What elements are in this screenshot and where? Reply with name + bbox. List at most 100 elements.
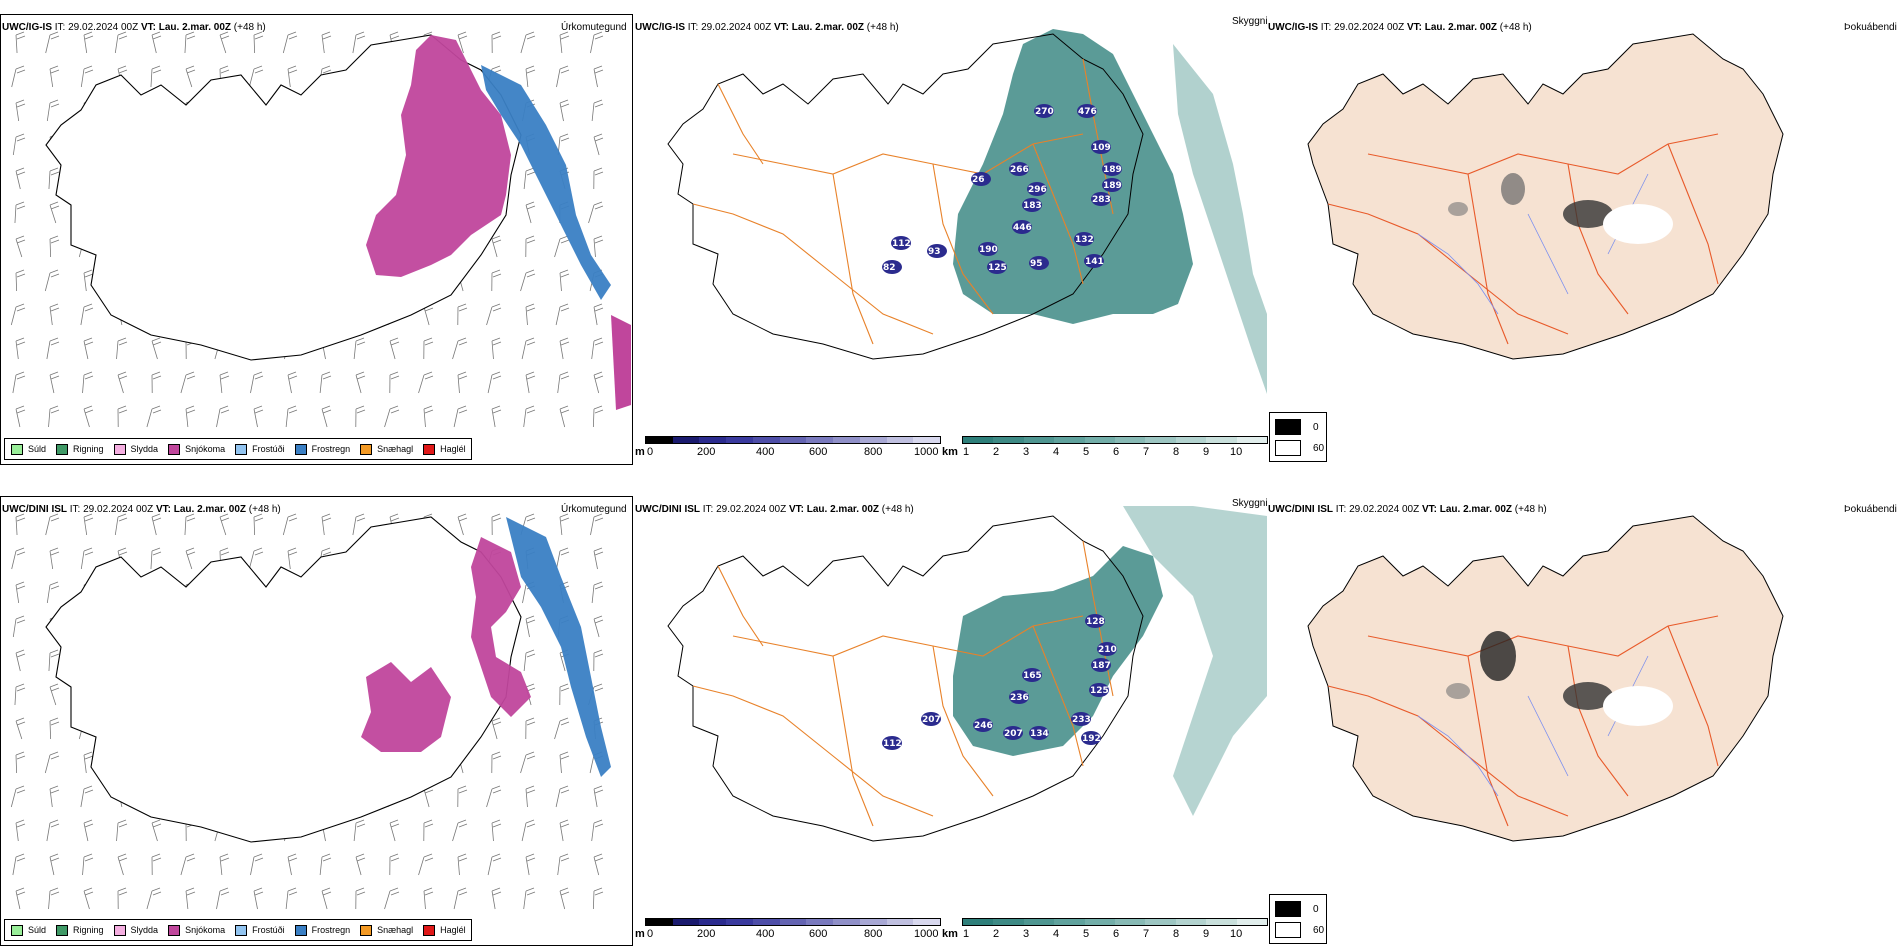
vis-tick: 3 [1023, 928, 1030, 940]
wind-barb [185, 887, 196, 910]
snow-depth-marker [978, 242, 998, 256]
vis-tick: 5 [1083, 446, 1090, 458]
wind-barb [185, 547, 196, 570]
wind-barb [520, 31, 536, 54]
snow-depth-marker [1027, 182, 1047, 196]
snow-tick: 200 [697, 928, 716, 940]
vis-colorbar-segment [1115, 437, 1146, 443]
wind-barb [248, 65, 264, 88]
snow-depth-marker [1084, 254, 1104, 268]
wind-barb [457, 31, 468, 54]
snow-depth-marker [1029, 256, 1049, 270]
wind-barb [593, 649, 604, 672]
legend-item: Slydda [113, 924, 158, 936]
legend-item: Haglél [423, 443, 466, 455]
wind-barb [591, 581, 604, 604]
snow-colorbar-segment [859, 437, 887, 443]
wind-barb [556, 65, 570, 88]
snow-tick: 600 [809, 446, 828, 458]
vt-label: VT: [140, 22, 156, 33]
snow-depth-labels: 270 476 109 266 189 296 189 183 283 446 132 190 125 9… [882, 104, 1122, 274]
wind-barb [216, 405, 230, 428]
legend-swatch [11, 924, 23, 936]
snow-depth-marker [1097, 642, 1117, 656]
snow-colorbar: m 0 200 400 600 800 1000 [633, 436, 943, 461]
wind-barb [287, 371, 298, 394]
snow-depth-marker [1071, 712, 1091, 726]
snow-colorbar-segment [699, 919, 727, 925]
wind-barb [11, 65, 26, 88]
snow-depth-marker [971, 172, 991, 186]
snow-depth-label: 266 [1010, 165, 1029, 175]
wind-barb [114, 31, 128, 54]
lead-time: (+48 h) [866, 22, 899, 33]
it-value: 29.02.2024 00Z [1334, 22, 1405, 33]
wind-barb [525, 853, 536, 876]
snow-depth-marker [1022, 198, 1042, 212]
snow-depth-marker [1091, 658, 1111, 672]
wind-barb [184, 31, 196, 54]
snow-depth-label: 125 [988, 263, 1007, 273]
wind-barb [180, 371, 196, 394]
fog-legend-row: 60 [1275, 440, 1324, 456]
vis-tick: 10 [1230, 446, 1243, 458]
vis-tick: 8 [1173, 928, 1180, 940]
snow-depth-label: 125 [1090, 686, 1109, 696]
visibility-cloud-light [1123, 506, 1267, 816]
wind-barb [321, 887, 332, 910]
wind-barb [83, 887, 94, 910]
wind-barb [49, 201, 60, 224]
vis-tick: 7 [1143, 446, 1150, 458]
wind-barb [423, 887, 434, 910]
legend-label: Frostúði [252, 925, 285, 935]
vis-colorbar-segment [1084, 437, 1116, 443]
fog-title: Þokuábendi [1844, 504, 1897, 515]
vis-tick: 4 [1053, 446, 1060, 458]
wind-barb [523, 167, 536, 190]
snow-depth-label: 189 [1103, 165, 1122, 175]
wind-barb [46, 819, 60, 842]
wind-barb [184, 513, 196, 536]
wind-barb [521, 819, 536, 842]
wind-barb [287, 547, 298, 570]
legend-item: Rigning [56, 443, 104, 455]
wind-barb [11, 547, 26, 570]
snow-depth-marker [1085, 614, 1105, 628]
model-name: UWC/DINI ISL [2, 504, 67, 515]
visibility-colorbar-bar [962, 436, 1268, 444]
snow-colorbar-segment [779, 919, 807, 925]
vt-value: Lau. 2.mar. 00Z [1439, 504, 1513, 515]
vis-colorbar-segment [1206, 919, 1237, 925]
wind-barb [285, 405, 298, 428]
snow-colorbar-segment [913, 919, 941, 925]
fog-swatch [1275, 419, 1301, 435]
wind-barb [15, 167, 26, 190]
it-label: IT: [1320, 22, 1332, 33]
precip-legend: Súld Rigning Slydda Snjókoma Frostúði Fr… [4, 438, 472, 460]
wind-barb [593, 853, 604, 876]
wind-barb [48, 887, 60, 910]
vis-colorbar-segment [1236, 437, 1268, 443]
wind-barb [590, 513, 604, 536]
snow-depth-label: 207 [1004, 729, 1023, 739]
wind-barb [10, 785, 26, 808]
freezing-rain-area [506, 517, 611, 777]
legend-swatch [235, 443, 248, 455]
vis-colorbar-segment [993, 919, 1024, 925]
fog-white-patch [1603, 204, 1673, 244]
wind-barb [12, 615, 26, 638]
snow-depth-label: 128 [1086, 617, 1105, 627]
wind-barb [253, 31, 264, 54]
snow-depth-label: 270 [1035, 107, 1054, 117]
vis-tick: 9 [1203, 446, 1210, 458]
wind-barb [557, 133, 570, 156]
freezing-rain-strip [611, 315, 631, 410]
vt-label: VT: [1421, 504, 1437, 515]
it-label: IT: [1335, 504, 1347, 515]
legend-swatch [360, 924, 373, 936]
vt-value: Lau. 2.mar. 00Z [791, 22, 865, 33]
it-value: 29.02.2024 00Z [68, 22, 139, 33]
snow-depth-marker [921, 712, 941, 726]
wind-barb [559, 31, 570, 54]
wind-barb [15, 649, 26, 672]
